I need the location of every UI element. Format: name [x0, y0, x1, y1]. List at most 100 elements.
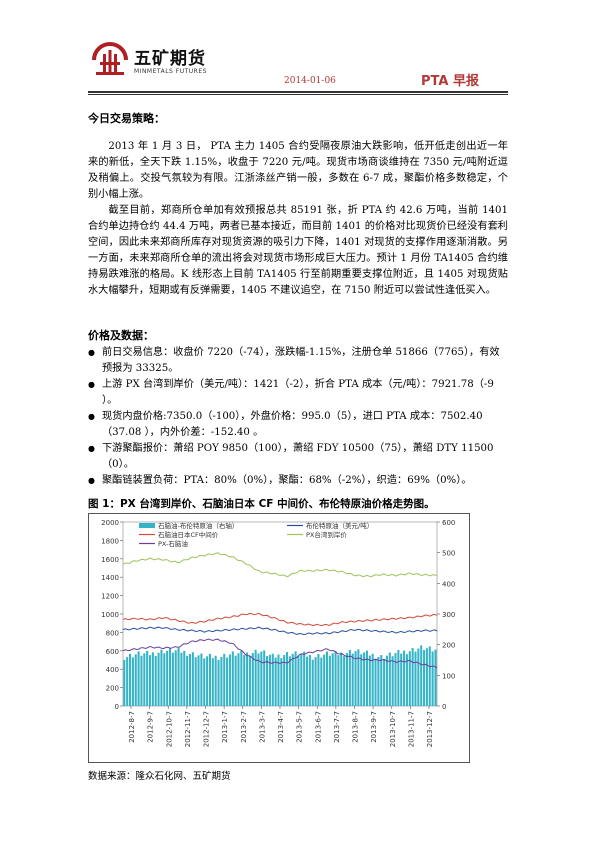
- y-left-tick-label: 0: [115, 703, 119, 711]
- x-tick-label: 2013-10-7: [389, 711, 397, 747]
- spread-bar: [134, 654, 137, 706]
- spread-bar: [171, 652, 174, 706]
- spread-bar: [157, 652, 160, 706]
- spread-bar: [168, 648, 172, 706]
- price-data-list: 前日交易信息：收盘价 7220（-74），涨跌幅-1.15%，注册仓单 5186…: [88, 345, 508, 489]
- price-chart-svg: 0 200 400 600 800 1000 1200 1400 1600 1800 2000 0 10…: [101, 519, 455, 747]
- figure-source: 数据来源：隆众石化网、五矿期货: [88, 771, 231, 782]
- spread-bar: [325, 651, 329, 706]
- y-left-tick-label: 800: [106, 629, 119, 637]
- spread-bar: [206, 656, 209, 706]
- spread-bar: [137, 651, 140, 706]
- spread-bar: [428, 646, 431, 706]
- spread-bar: [257, 653, 260, 706]
- spread-bar: [434, 649, 437, 706]
- report-date: 2014-01-06: [284, 76, 336, 86]
- legend-label: 石脑油-布伦特原油（右轴）: [158, 521, 238, 530]
- spread-bar: [226, 657, 229, 706]
- spread-bar: [237, 653, 240, 706]
- header-rule: [88, 91, 508, 93]
- spread-bar: [423, 650, 426, 706]
- legend-label: 石脑油日本CF中间价: [158, 530, 219, 539]
- spread-bar: [140, 655, 143, 706]
- spread-bar: [263, 650, 266, 706]
- spread-bar: [368, 655, 371, 706]
- x-tick-label: 2013-12-7: [426, 711, 434, 747]
- spread-bar: [300, 653, 303, 706]
- spread-bar: [197, 655, 200, 706]
- spread-bar: [308, 654, 311, 706]
- spread-bar: [383, 658, 386, 706]
- y-right-tick-label: 400: [442, 580, 455, 588]
- spread-bar: [266, 656, 269, 706]
- spread-bar: [251, 652, 254, 706]
- spread-bar: [283, 655, 286, 706]
- spread-bar: [277, 654, 280, 706]
- spread-bar: [348, 649, 351, 706]
- x-tick-label: 2013-1-7: [221, 711, 229, 743]
- spread-bar: [143, 653, 146, 706]
- x-tick-label: 2013-6-7: [314, 711, 322, 743]
- spread-bar: [126, 656, 129, 706]
- report-title: PTA 早报: [421, 74, 479, 89]
- spread-bar: [151, 652, 154, 706]
- spread-bar: [160, 649, 163, 706]
- spread-bar: [340, 652, 343, 706]
- spread-bar: [186, 655, 189, 706]
- spread-bar: [391, 656, 394, 706]
- spread-bar: [123, 660, 126, 706]
- spread-bar: [394, 653, 397, 706]
- spread-bar: [354, 651, 357, 706]
- spread-bar: [360, 654, 363, 706]
- legend-label: PX台湾到岸价: [306, 530, 347, 539]
- spread-bar: [154, 655, 157, 706]
- spread-bar: [405, 654, 408, 706]
- spread-bar: [408, 651, 411, 706]
- spread-bar: [194, 657, 197, 706]
- spread-bar: [188, 654, 192, 706]
- spread-bar: [305, 656, 309, 706]
- y-left-tick-label: 1800: [101, 537, 119, 545]
- spread-bar: [371, 653, 374, 706]
- spread-bar: [223, 653, 226, 706]
- logo-emblem-icon: [92, 42, 128, 75]
- spread-bar: [365, 650, 368, 706]
- x-tick-label: 2013-7-7: [333, 711, 341, 743]
- spread-bar: [417, 648, 420, 706]
- strategy-paragraph-1: 2013 年 1 月 3 日， PTA 主力 1405 合约受隔夜原油大跌影响，…: [88, 141, 508, 200]
- spread-bar: [400, 653, 403, 706]
- y-right-tick-label: 300: [442, 611, 455, 619]
- y-left-tick-label: 1400: [101, 574, 119, 582]
- spread-bar: [248, 656, 251, 706]
- spread-bar: [243, 655, 246, 706]
- spread-bar: [234, 655, 237, 706]
- report-header: 五矿期货 MINMETALS FUTURES 2014-01-06 PTA 早报: [88, 38, 508, 90]
- spread-bar: [351, 653, 354, 706]
- spread-bar: [286, 652, 289, 706]
- strategy-paragraph-2: 截至目前，郑商所仓单加有效预报总共 85191 张，折 PTA 约 42.6 万…: [88, 205, 508, 296]
- x-tick-label: 2012-12-7: [203, 711, 211, 747]
- spread-bar: [334, 650, 337, 706]
- y-left-tick-label: 2000: [101, 519, 119, 527]
- spread-bar: [374, 658, 377, 706]
- series-line: [122, 612, 438, 627]
- x-tick-label: 2013-2-7: [240, 711, 248, 743]
- y-left-tick-label: 400: [106, 666, 119, 674]
- y-left-tick-label: 1600: [101, 556, 119, 564]
- logo-cn-text: 五矿期货: [134, 49, 206, 69]
- x-tick-label: 2013-3-7: [258, 711, 266, 743]
- spread-bar: [403, 650, 406, 706]
- spread-bar: [183, 650, 186, 706]
- list-item: 上游 PX 台湾到岸价（美元/吨）：1421（-2），折合 PTA 成本（元/吨…: [88, 377, 508, 409]
- spread-bar: [146, 650, 149, 706]
- spread-bar: [397, 650, 400, 706]
- spread-bar: [303, 651, 306, 706]
- spread-bar: [246, 652, 249, 706]
- x-tick-label: 2013-8-7: [352, 711, 360, 743]
- spread-bar: [297, 655, 300, 706]
- y-left-tick-label: 600: [106, 648, 119, 656]
- spread-bar: [166, 650, 169, 706]
- spread-bar: [294, 651, 297, 706]
- spread-bar: [274, 657, 277, 706]
- y-right-tick-label: 600: [442, 519, 455, 527]
